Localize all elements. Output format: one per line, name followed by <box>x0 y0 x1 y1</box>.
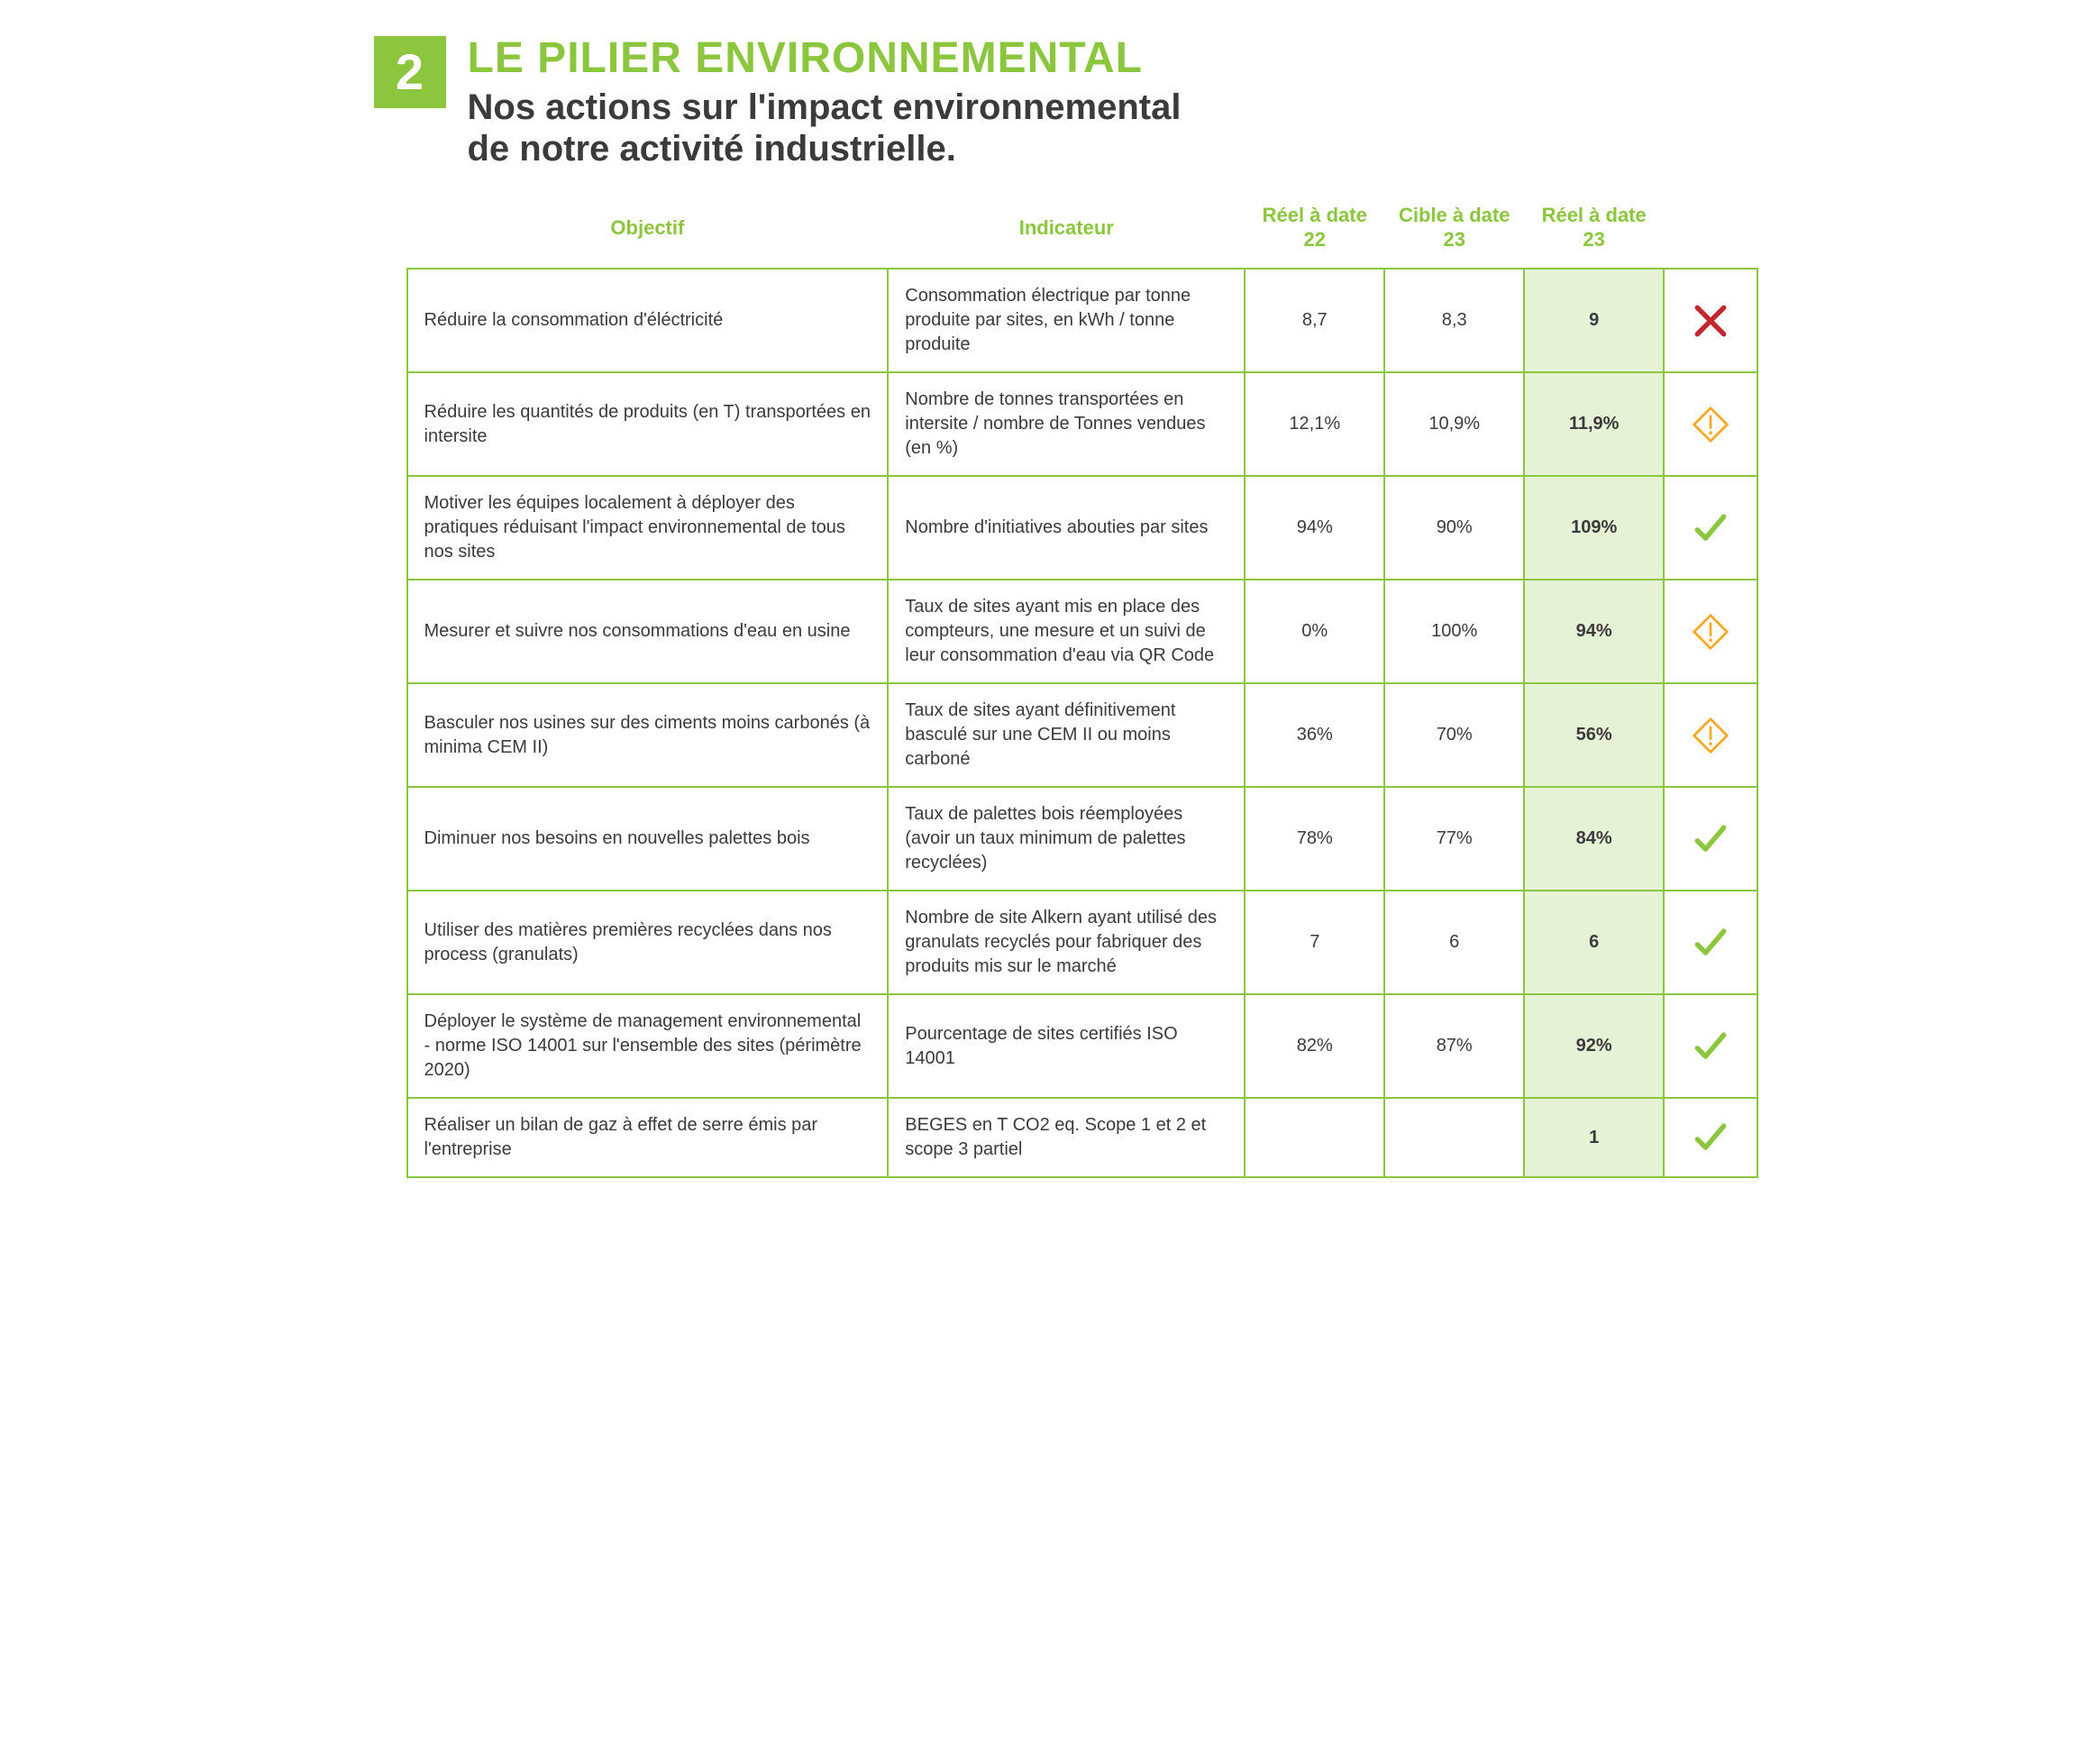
cell-cible23: 10,9% <box>1384 372 1524 476</box>
table-body: Réduire la consommation d'éléctricitéCon… <box>407 269 1757 1177</box>
cell-objectif: Réaliser un bilan de gaz à effet de serr… <box>407 1098 889 1177</box>
col-header-reel23: Réel à date 23 <box>1524 195 1664 269</box>
col-header-indicateur: Indicateur <box>888 195 1245 269</box>
col-header-objectif: Objectif <box>407 195 889 269</box>
cell-status <box>1664 1098 1757 1177</box>
cell-status <box>1664 683 1757 787</box>
cell-cible23: 70% <box>1384 683 1524 787</box>
cell-status <box>1664 994 1757 1098</box>
check-icon <box>1691 819 1730 859</box>
cell-indicateur: BEGES en T CO2 eq. Scope 1 et 2 et scope… <box>888 1098 1245 1177</box>
col-header-status <box>1664 195 1757 269</box>
subtitle-line-2: de notre activité industrielle. <box>468 129 956 169</box>
cell-cible23 <box>1384 1098 1524 1177</box>
cell-objectif: Déployer le système de management enviro… <box>407 994 889 1098</box>
cell-indicateur: Pourcentage de sites certifiés ISO 14001 <box>888 994 1245 1098</box>
cell-cible23: 87% <box>1384 994 1524 1098</box>
cell-reel23: 1 <box>1524 1098 1664 1177</box>
cell-status <box>1664 580 1757 683</box>
cell-objectif: Basculer nos usines sur des ciments moin… <box>407 683 889 787</box>
col-header-reel22: Réel à date 22 <box>1245 195 1384 269</box>
cell-reel23: 56% <box>1524 683 1664 787</box>
cell-reel22: 12,1% <box>1245 372 1384 476</box>
title-group: LE PILIER ENVIRONNEMENTAL Nos actions su… <box>468 36 1726 169</box>
table-row: Utiliser des matières premières recyclée… <box>407 891 1757 994</box>
cross-icon <box>1691 301 1730 341</box>
cell-reel22: 36% <box>1245 683 1384 787</box>
page: 2 LE PILIER ENVIRONNEMENTAL Nos actions … <box>374 36 1726 1178</box>
cell-indicateur: Taux de palettes bois réemployées (avoir… <box>888 787 1245 891</box>
cell-indicateur: Taux de sites ayant mis en place des com… <box>888 580 1245 683</box>
warning-icon <box>1691 405 1730 444</box>
warning-icon <box>1691 612 1730 652</box>
cell-objectif: Diminuer nos besoins en nouvelles palett… <box>407 787 889 891</box>
main-title: LE PILIER ENVIRONNEMENTAL <box>468 36 1726 81</box>
cell-reel22: 78% <box>1245 787 1384 891</box>
table-row: Réduire la consommation d'éléctricitéCon… <box>407 269 1757 372</box>
cell-reel23: 84% <box>1524 787 1664 891</box>
cell-reel22: 7 <box>1245 891 1384 994</box>
table-header: Objectif Indicateur Réel à date 22 Cible… <box>407 195 1757 269</box>
cell-reel22 <box>1245 1098 1384 1177</box>
cell-cible23: 100% <box>1384 580 1524 683</box>
cell-indicateur: Nombre de site Alkern ayant utilisé des … <box>888 891 1245 994</box>
cell-objectif: Réduire les quantités de produits (en T)… <box>407 372 889 476</box>
cell-indicateur: Taux de sites ayant définitivement bascu… <box>888 683 1245 787</box>
cell-reel23: 94% <box>1524 580 1664 683</box>
cell-reel23: 6 <box>1524 891 1664 994</box>
cell-reel23: 109% <box>1524 476 1664 580</box>
table-row: Réaliser un bilan de gaz à effet de serr… <box>407 1098 1757 1177</box>
cell-status <box>1664 476 1757 580</box>
cell-reel22: 82% <box>1245 994 1384 1098</box>
cell-objectif: Réduire la consommation d'éléctricité <box>407 269 889 372</box>
cell-status <box>1664 372 1757 476</box>
table-row: Mesurer et suivre nos consommations d'ea… <box>407 580 1757 683</box>
cell-indicateur: Nombre d'initiatives abouties par sites <box>888 476 1245 580</box>
cell-cible23: 6 <box>1384 891 1524 994</box>
cell-objectif: Mesurer et suivre nos consommations d'ea… <box>407 580 889 683</box>
kpi-table: Objectif Indicateur Réel à date 22 Cible… <box>406 195 1758 1178</box>
table-row: Motiver les équipes localement à déploye… <box>407 476 1757 580</box>
cell-reel23: 92% <box>1524 994 1664 1098</box>
cell-indicateur: Nombre de tonnes transportées en intersi… <box>888 372 1245 476</box>
cell-objectif: Utiliser des matières premières recyclée… <box>407 891 889 994</box>
cell-status <box>1664 269 1757 372</box>
cell-indicateur: Consommation électrique par tonne produi… <box>888 269 1245 372</box>
table-row: Basculer nos usines sur des ciments moin… <box>407 683 1757 787</box>
check-icon <box>1691 1027 1730 1066</box>
table-row: Réduire les quantités de produits (en T)… <box>407 372 1757 476</box>
cell-reel22: 8,7 <box>1245 269 1384 372</box>
section-number-badge: 2 <box>374 36 446 108</box>
cell-reel22: 94% <box>1245 476 1384 580</box>
cell-status <box>1664 891 1757 994</box>
subtitle: Nos actions sur l'impact environnemental… <box>468 87 1726 169</box>
cell-cible23: 90% <box>1384 476 1524 580</box>
col-header-cible23: Cible à date 23 <box>1384 195 1524 269</box>
cell-cible23: 8,3 <box>1384 269 1524 372</box>
header-block: 2 LE PILIER ENVIRONNEMENTAL Nos actions … <box>374 36 1726 169</box>
check-icon <box>1691 923 1730 963</box>
cell-reel22: 0% <box>1245 580 1384 683</box>
check-icon <box>1691 1118 1730 1157</box>
subtitle-line-1: Nos actions sur l'impact environnemental <box>468 87 1182 127</box>
cell-cible23: 77% <box>1384 787 1524 891</box>
table-row: Diminuer nos besoins en nouvelles palett… <box>407 787 1757 891</box>
check-icon <box>1691 508 1730 548</box>
table-row: Déployer le système de management enviro… <box>407 994 1757 1098</box>
cell-objectif: Motiver les équipes localement à déploye… <box>407 476 889 580</box>
cell-reel23: 11,9% <box>1524 372 1664 476</box>
warning-icon <box>1691 716 1730 755</box>
cell-status <box>1664 787 1757 891</box>
cell-reel23: 9 <box>1524 269 1664 372</box>
